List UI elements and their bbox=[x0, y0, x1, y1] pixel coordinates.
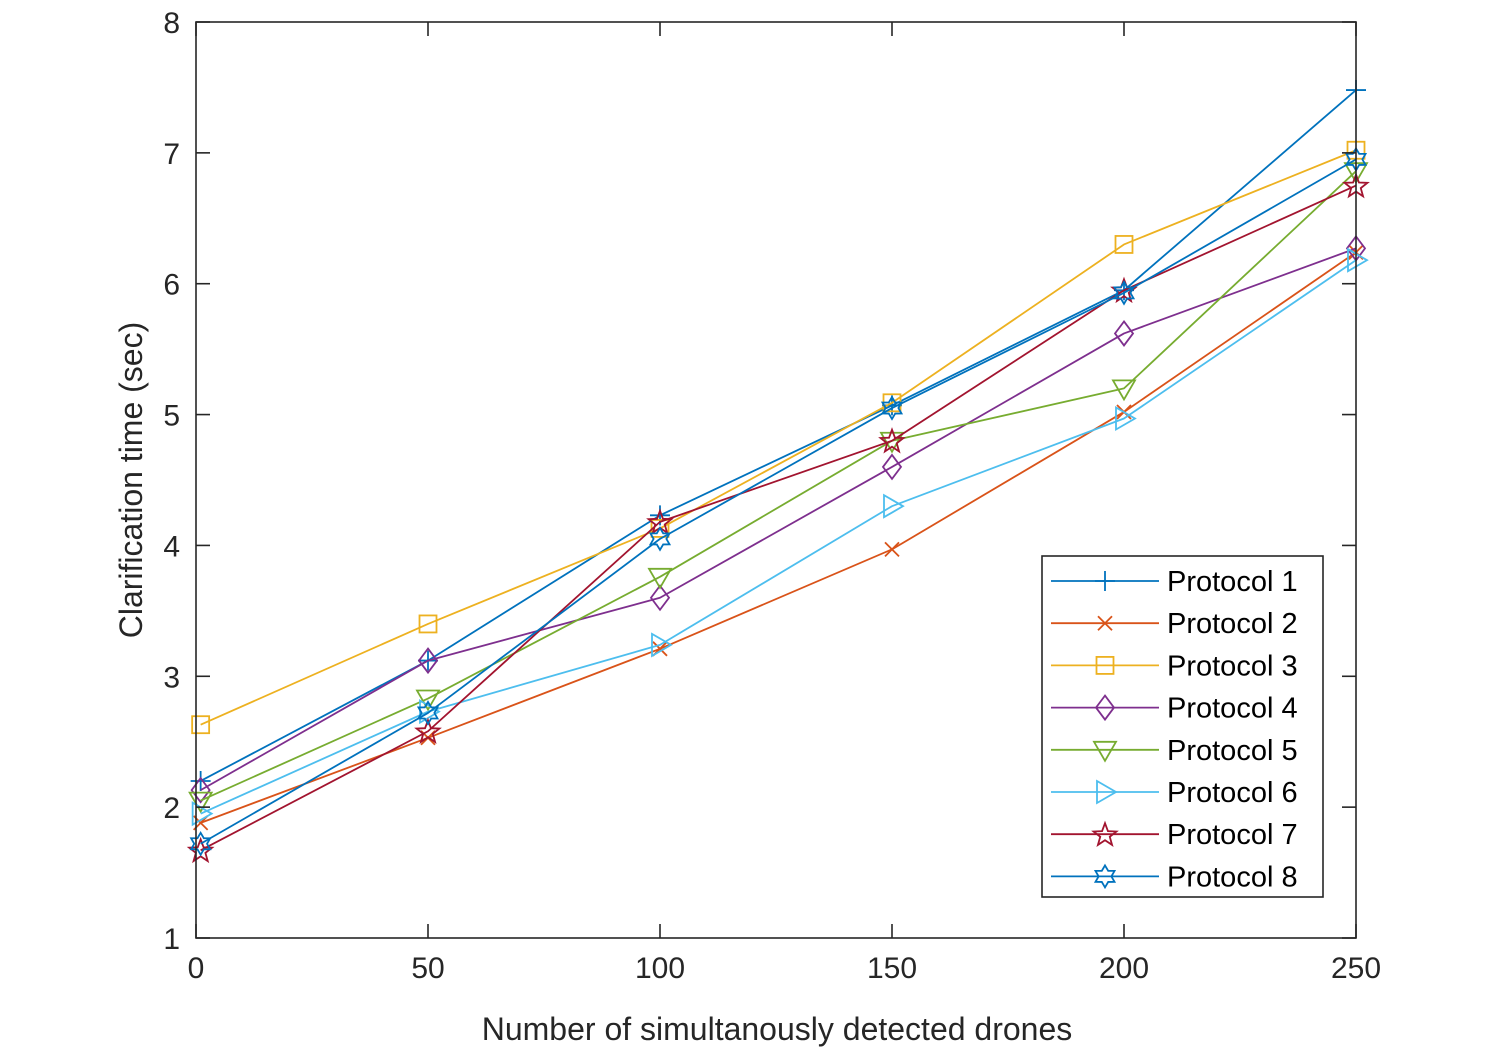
data-point bbox=[190, 776, 211, 804]
legend-marker bbox=[1095, 656, 1115, 675]
legend-item-protocol-7: Protocol 7 bbox=[1051, 819, 1298, 851]
data-point bbox=[1347, 247, 1369, 273]
x-tick-label: 200 bbox=[1099, 952, 1149, 985]
legend-item-protocol-8: Protocol 8 bbox=[1051, 861, 1298, 893]
data-point bbox=[1112, 280, 1136, 306]
legend-item-protocol-2: Protocol 2 bbox=[1051, 608, 1298, 640]
data-point bbox=[1115, 405, 1137, 432]
legend-label: Protocol 2 bbox=[1167, 608, 1298, 640]
data-point bbox=[417, 647, 439, 675]
legend-label: Protocol 1 bbox=[1167, 566, 1298, 598]
series-line bbox=[200, 89, 1357, 782]
legend-marker bbox=[1094, 694, 1116, 722]
data-point bbox=[190, 770, 211, 791]
x-tick-label: 150 bbox=[867, 952, 917, 985]
series-line bbox=[200, 170, 1357, 802]
x-axis-label: Number of simultanously detected drones bbox=[482, 1011, 1073, 1047]
legend-label: Protocol 3 bbox=[1167, 650, 1298, 682]
legend: Protocol 1 Protocol 2 Protocol 3 Protocol 4… bbox=[1041, 555, 1324, 898]
axes-layer: 0 50 100 150 200 250 1 2 3 4 5 6 7 8 bbox=[163, 7, 1381, 985]
series-line bbox=[200, 158, 1357, 845]
legend-marker bbox=[1097, 615, 1113, 631]
data-point bbox=[883, 493, 905, 519]
legend-marker bbox=[1092, 740, 1118, 763]
legend-label: Protocol 7 bbox=[1167, 819, 1298, 851]
data-point bbox=[191, 801, 214, 827]
data-point bbox=[884, 541, 900, 557]
legend-marker bbox=[1096, 779, 1118, 805]
y-tick-label: 8 bbox=[163, 7, 180, 40]
data-point bbox=[651, 632, 673, 658]
series-protocol-6 bbox=[191, 247, 1369, 827]
legend-label: Protocol 8 bbox=[1167, 861, 1298, 893]
data-point bbox=[878, 427, 906, 454]
y-tick-label: 5 bbox=[163, 400, 180, 433]
legend-item-protocol-5: Protocol 5 bbox=[1051, 735, 1298, 767]
data-point bbox=[188, 791, 214, 814]
series-line bbox=[200, 247, 1357, 791]
data-point bbox=[191, 715, 211, 735]
legend-box bbox=[1041, 555, 1324, 898]
legend-item-protocol-3: Protocol 3 bbox=[1051, 650, 1298, 682]
x-tick-label: 0 bbox=[188, 952, 205, 985]
legend-item-protocol-6: Protocol 6 bbox=[1051, 777, 1298, 809]
data-point bbox=[415, 689, 441, 712]
series-line bbox=[200, 149, 1357, 726]
y-tick-label: 2 bbox=[163, 792, 180, 825]
data-point bbox=[648, 526, 672, 552]
data-point bbox=[1113, 319, 1135, 347]
y-tick-label: 1 bbox=[163, 923, 180, 956]
legend-label: Protocol 5 bbox=[1167, 735, 1298, 767]
y-tick-label: 3 bbox=[163, 661, 180, 694]
data-point bbox=[1111, 379, 1137, 402]
data-point bbox=[880, 395, 904, 421]
axes-box bbox=[195, 21, 1357, 939]
data-point bbox=[1114, 235, 1134, 254]
y-axis-label: Clarification time (sec) bbox=[113, 322, 149, 639]
data-point bbox=[414, 717, 442, 745]
legend-label: Protocol 4 bbox=[1167, 693, 1298, 725]
x-tick-label: 50 bbox=[411, 952, 444, 985]
data-point bbox=[418, 614, 438, 634]
legend-item-protocol-1: Protocol 1 bbox=[1051, 566, 1298, 598]
data-point bbox=[647, 567, 673, 590]
y-tick-label: 6 bbox=[163, 269, 180, 302]
data-point bbox=[189, 831, 212, 857]
x-tick-label: 250 bbox=[1331, 952, 1381, 985]
y-tick-label: 4 bbox=[163, 530, 180, 563]
series-line bbox=[200, 259, 1357, 815]
legend-marker bbox=[1093, 863, 1117, 890]
legend-item-protocol-4: Protocol 4 bbox=[1051, 693, 1298, 725]
legend-label: Protocol 6 bbox=[1167, 777, 1298, 809]
legend-marker bbox=[1091, 820, 1119, 848]
data-point bbox=[881, 453, 903, 481]
data-point bbox=[649, 584, 671, 612]
data-point bbox=[416, 700, 440, 726]
x-tick-label: 100 bbox=[635, 952, 685, 985]
y-tick-label: 7 bbox=[163, 138, 180, 171]
series-line bbox=[200, 184, 1357, 852]
series-layer bbox=[186, 80, 1370, 864]
legend-marker bbox=[1095, 571, 1115, 591]
